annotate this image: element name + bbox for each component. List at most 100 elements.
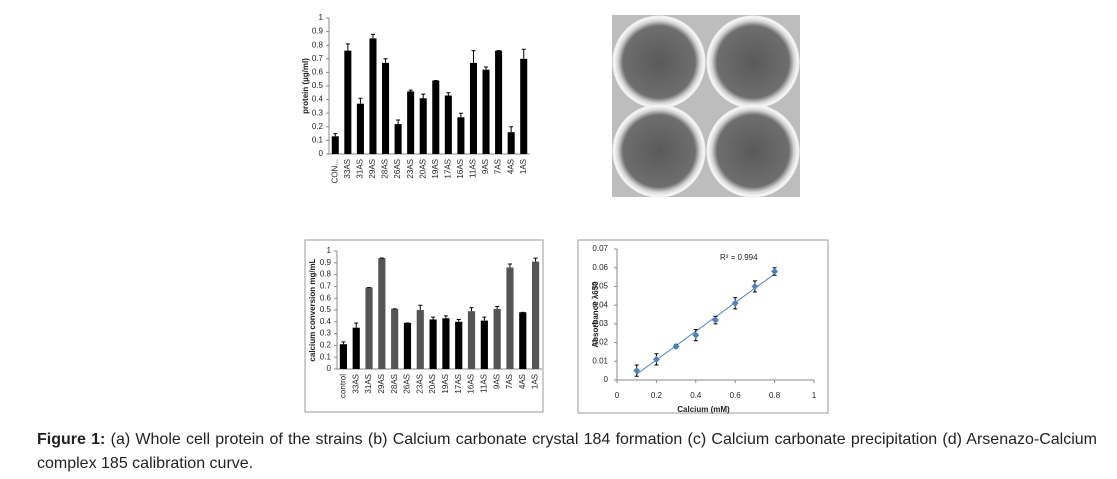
x-tick-label: 11AS: [479, 374, 488, 393]
bar: [339, 344, 347, 369]
x-tick-label: 0.4: [690, 391, 702, 400]
caption: Figure 1: (a) Whole cell protein of the …: [37, 428, 1097, 476]
y-tick-label: 0.4: [312, 95, 324, 104]
y-tick-label: 0.7: [320, 282, 332, 291]
x-tick-label: 26AS: [393, 159, 402, 179]
x-tick-label: 33AS: [351, 374, 360, 394]
bar: [532, 261, 540, 369]
chart-frame: [304, 239, 544, 413]
bar: [394, 124, 402, 154]
y-tick-label: 0.2: [320, 341, 332, 350]
x-tick-label: CON...: [330, 159, 339, 183]
error-bar: [370, 33, 375, 39]
bar: [344, 50, 352, 154]
caption-text: (a) Whole cell protein of the strains (b…: [37, 431, 1098, 472]
y-tick-label: 0.5: [312, 81, 324, 90]
bar: [432, 80, 440, 154]
x-tick-label: 31AS: [356, 159, 365, 179]
x-tick-label: 16AS: [456, 159, 465, 179]
bar: [493, 308, 501, 369]
error-bar: [443, 315, 448, 319]
x-tick-label: control: [339, 374, 348, 398]
bar: [419, 98, 427, 154]
error-bar: [482, 316, 487, 321]
error-bar: [341, 341, 346, 345]
point: [652, 355, 660, 363]
x-tick-label: 31AS: [364, 374, 373, 394]
error-bar: [471, 50, 476, 63]
x-tick-label: 28AS: [381, 159, 390, 179]
error-bar: [507, 263, 512, 268]
x-tick-label: 17AS: [454, 374, 463, 394]
x-tick-label: 23AS: [406, 159, 415, 179]
caption-label: Figure 1:: [37, 431, 106, 448]
y-tick-label: 0.2: [312, 122, 324, 131]
bar: [520, 58, 528, 154]
x-tick-label: 16AS: [467, 374, 476, 394]
bar: [506, 267, 514, 369]
x-tick-label: 17AS: [443, 159, 452, 179]
error-bar: [421, 93, 426, 99]
x-tick-label: 9AS: [481, 159, 490, 174]
photo: [612, 15, 800, 198]
error-bar: [431, 316, 436, 320]
y-tick-label: 0: [604, 375, 609, 384]
figure: 0 0.1 0.2 0.3 0.4 0.5 0.6 0.7 0.8 0.9 1 protein (µg…: [301, 13, 829, 414]
bar: [407, 91, 415, 154]
error-bar: [418, 304, 423, 310]
error-bar: [345, 43, 350, 51]
error-bar: [383, 58, 388, 63]
x-tick-label: 26AS: [403, 374, 412, 394]
error-bar: [358, 97, 363, 104]
y-tick-label: 0.9: [312, 27, 324, 36]
x-tick-label: 4AS: [506, 159, 515, 174]
x-tick-label: 0: [615, 391, 620, 400]
x-tick-label: 7AS: [505, 374, 514, 389]
point: [692, 331, 700, 339]
point: [712, 316, 719, 324]
x-tick-label: 20AS: [418, 159, 427, 179]
point: [672, 342, 680, 350]
y-tick-label: 0.03: [592, 319, 608, 328]
x-tick-label: 11AS: [469, 159, 478, 178]
bar: [480, 320, 488, 369]
y-tick-label: 0.1: [320, 352, 332, 361]
bar: [444, 95, 452, 154]
error-bar: [495, 305, 500, 309]
bar: [365, 287, 373, 369]
y-tick-label: 0.02: [592, 338, 608, 347]
annotation: R² = 0.994: [720, 253, 758, 262]
chart-frame: [577, 239, 829, 414]
point: [633, 367, 641, 375]
y-tick-label: 0: [327, 364, 332, 373]
bar: [391, 308, 399, 369]
bar: [331, 136, 339, 154]
bar: [455, 321, 463, 369]
point: [751, 282, 759, 290]
bar: [429, 319, 437, 369]
x-tick-label: 19AS: [441, 374, 450, 394]
error-bar: [533, 257, 538, 262]
x-tick-label: 9AS: [492, 374, 501, 389]
x-tick-label: 0.2: [651, 391, 663, 400]
y-tick-label: 0.04: [592, 300, 608, 309]
y-tick-label: 0.6: [320, 293, 332, 302]
y-axis-label: protein (µg/ml): [301, 58, 310, 114]
x-tick-label: 20AS: [428, 374, 437, 394]
x-tick-label: 28AS: [390, 374, 399, 394]
error-bar: [354, 322, 359, 328]
bar: [519, 312, 527, 369]
bar: [482, 69, 490, 154]
error-bar: [509, 126, 514, 133]
bar: [507, 132, 515, 154]
x-tick-label: 0.8: [769, 391, 781, 400]
y-tick-label: 0: [319, 149, 324, 158]
x-tick-label: 7AS: [494, 159, 503, 174]
error-bar: [521, 48, 526, 59]
x-tick-label: 1AS: [531, 374, 540, 389]
y-tick-label: 0.07: [592, 244, 608, 253]
error-bar: [446, 92, 451, 96]
trendline: [636, 273, 775, 375]
bar: [382, 62, 390, 154]
